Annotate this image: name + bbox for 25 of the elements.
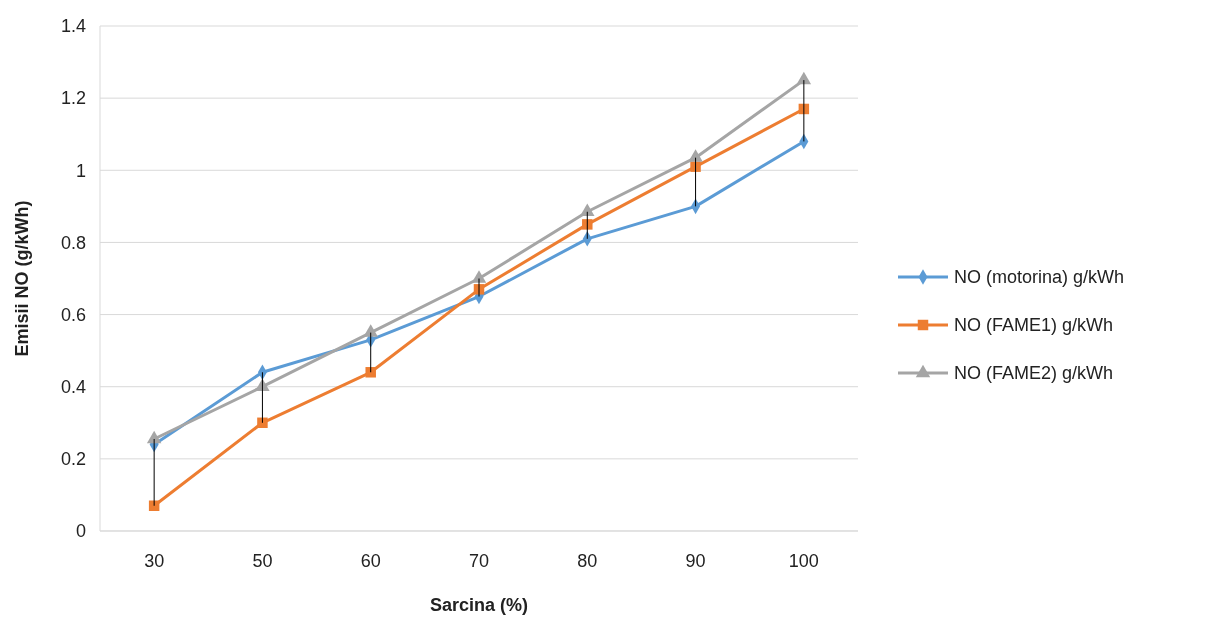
y-tick-label: 0.4 [60,377,86,398]
x-tick-label: 90 [685,551,706,571]
x-axis-title: Sarcina (%) [429,595,529,615]
x-tick-label: 50 [252,551,273,571]
point [690,161,701,172]
x-tick-label: 100 [788,551,819,571]
y-tick-label: 1 [75,160,86,181]
y-tick-label: 0.8 [60,232,86,253]
y-tick-label: 0.2 [60,449,86,470]
x-tick-label: 60 [360,551,381,571]
y-tick-label: 1.4 [60,16,86,37]
y-axis-title: Emisii NO (g/kWh) [12,200,32,357]
x-tick-label: 80 [577,551,598,571]
x-tick-label: 30 [144,551,165,571]
legend-label: NO (motorina) g/kWh [954,267,1125,288]
point [365,367,376,378]
point [257,417,268,429]
legend-label: NO (FAME1) g/kWh [954,315,1114,336]
legend-label: NO (FAME2) g/kWh [954,363,1114,384]
x-tick-label: 70 [468,551,490,571]
y-tick-label: 0 [75,521,86,542]
y-tick-label: 0.6 [60,304,86,325]
point [582,219,593,230]
y-tick-label: 1.2 [60,88,86,109]
point [363,324,378,337]
